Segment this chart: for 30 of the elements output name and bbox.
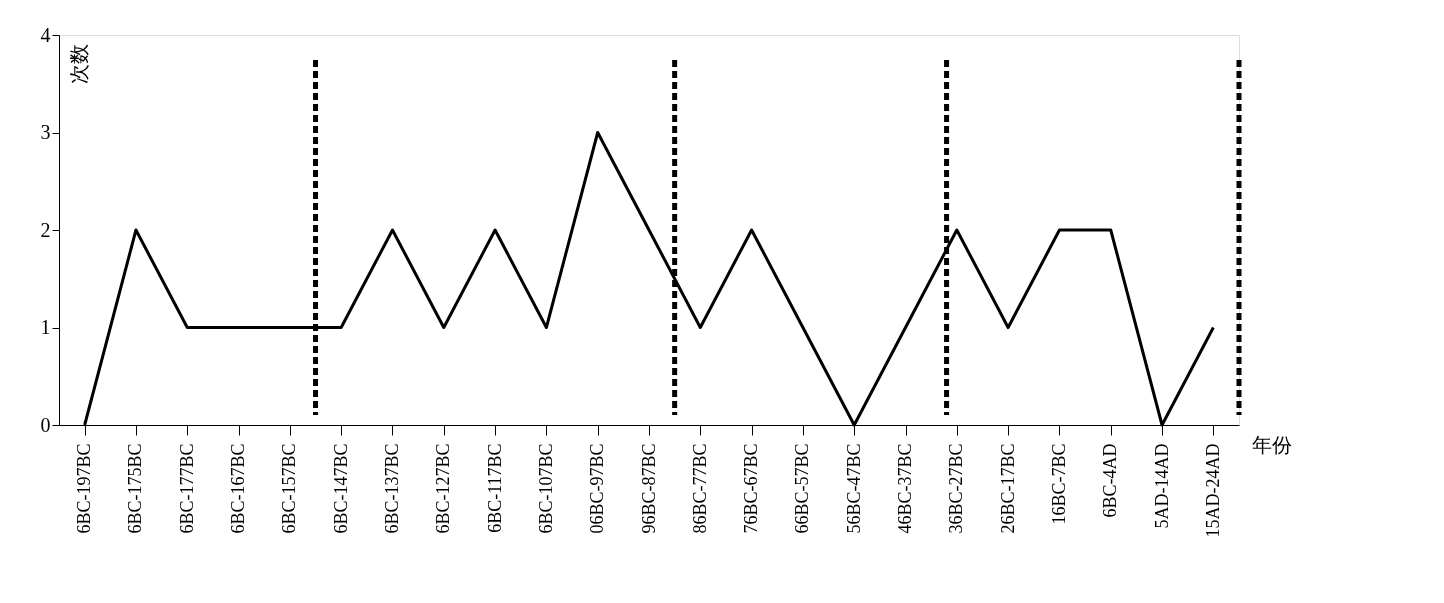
x-tick-label: 6BC-175BC (125, 443, 146, 534)
x-tick-label: 46BC-37BC (895, 443, 916, 534)
x-tick-label: 6BC-157BC (279, 443, 300, 534)
x-tick-label: 6BC-107BC (535, 443, 556, 534)
x-tick-label: 96BC-87BC (638, 443, 659, 534)
x-tick-label: 6BC-197BC (74, 443, 95, 534)
x-tick-label: 5AD-14AD (1151, 443, 1172, 529)
y-tick-label: 4 (40, 23, 51, 46)
y-tick-label: 3 (40, 121, 51, 143)
y-tick-label: 0 (40, 413, 51, 436)
x-tick-label: 26BC-17BC (997, 443, 1018, 534)
x-tick-label: 15AD-24AD (1202, 443, 1223, 538)
x-tick-label: 86BC-77BC (689, 443, 710, 534)
x-tick-label: 6BC-127BC (433, 443, 454, 534)
x-tick-label: 66BC-57BC (792, 443, 813, 534)
x-tick-label: 16BC-7BC (1048, 443, 1069, 525)
x-axis-title: 年份 (1251, 433, 1292, 456)
x-tick-label: 56BC-47BC (843, 443, 864, 534)
y-tick-label: 2 (40, 218, 51, 241)
x-tick-label: 6BC-4AD (1100, 443, 1121, 518)
x-tick-label: 6BC-167BC (228, 443, 249, 534)
x-tick-label: 76BC-67BC (741, 443, 762, 534)
x-tick-label: 6BC-147BC (330, 443, 351, 534)
x-tick-label: 6BC-117BC (484, 443, 505, 533)
y-tick-label: 1 (40, 316, 51, 338)
x-tick-label: 6BC-177BC (176, 443, 197, 534)
x-tick-label: 6BC-137BC (381, 443, 402, 534)
x-tick-label: 06BC-97BC (587, 443, 608, 534)
y-axis-title: 次数 (67, 43, 90, 84)
x-tick-label: 36BC-27BC (946, 443, 967, 534)
